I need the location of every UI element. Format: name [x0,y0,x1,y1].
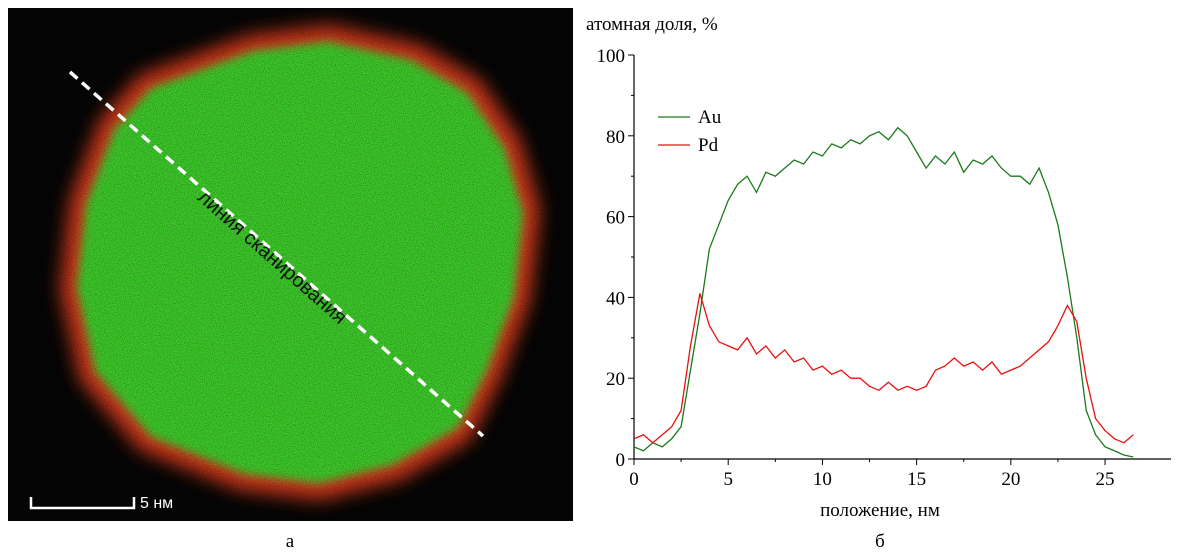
x-tick-label: 20 [1001,469,1020,490]
x-tick-label: 10 [813,469,832,490]
caption: а [286,531,295,552]
scale-bar-label: 5 нм [140,495,173,512]
data-line [633,126,1134,458]
legend-label: Au [698,107,722,128]
x-axis-label: положение, нм [820,500,940,521]
x-tick-label: 5 [723,469,733,490]
x-tick-label: 15 [907,469,926,490]
legend-label: Pd [698,135,719,156]
y-tick-label: 40 [606,288,625,309]
y-tick-label: 80 [606,127,625,148]
y-axis-label: атомная доля, % [586,14,718,35]
y-tick-label: 100 [597,46,626,67]
eds-map: линия сканирования 5 нм [8,8,573,521]
x-tick-label: 25 [1096,469,1115,490]
data-line [633,293,1134,444]
y-tick-label: 20 [606,369,625,390]
x-tick-label: 0 [629,469,639,490]
y-tick-label: 0 [616,450,626,471]
caption: б [875,531,885,552]
y-tick-label: 60 [606,208,625,229]
